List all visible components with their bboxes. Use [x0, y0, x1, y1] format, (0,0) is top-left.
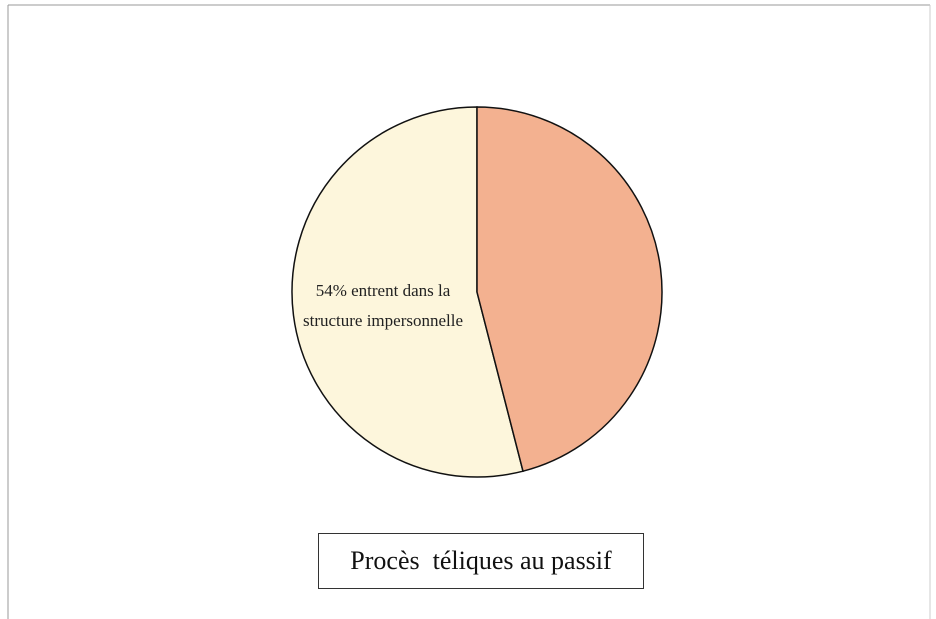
pie-slice [291, 106, 524, 478]
pie-slice [476, 106, 663, 473]
slice-label: 54% entrent dans la structure impersonne… [302, 281, 464, 330]
chart-title: Procès téliques au passif [318, 533, 644, 589]
